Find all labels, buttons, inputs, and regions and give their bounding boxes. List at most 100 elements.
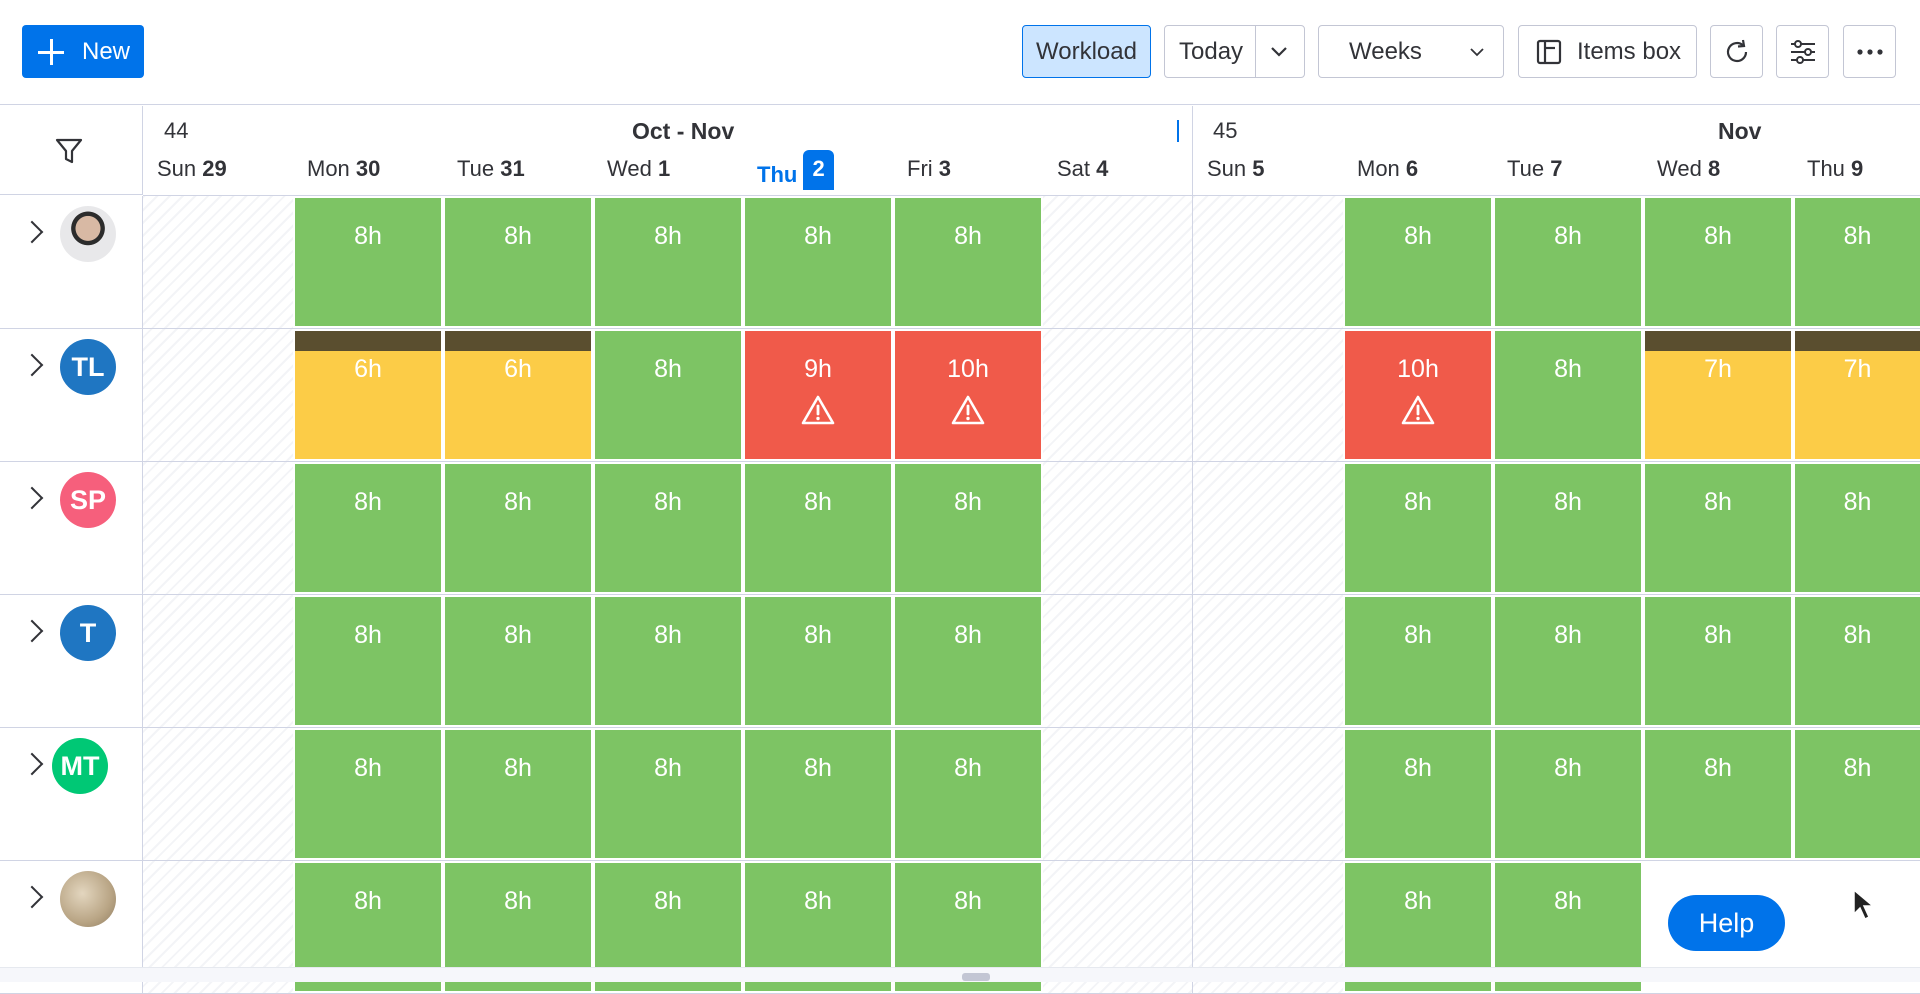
settings-button[interactable] bbox=[1776, 25, 1829, 78]
workload-cell[interactable]: 7h bbox=[1645, 331, 1791, 459]
weekend-column bbox=[143, 196, 293, 994]
workload-cell[interactable]: 8h bbox=[1345, 464, 1491, 592]
hours-value: 8h bbox=[504, 754, 532, 782]
items-box-button[interactable]: Items box bbox=[1518, 25, 1697, 78]
hours-value: 8h bbox=[1554, 621, 1582, 649]
workload-cell[interactable]: 10h bbox=[895, 331, 1041, 459]
avatar[interactable]: T bbox=[60, 605, 116, 661]
help-button[interactable]: Help bbox=[1668, 895, 1785, 951]
workload-cell[interactable]: 8h bbox=[1345, 198, 1491, 326]
chevron-right-icon[interactable] bbox=[20, 220, 44, 244]
workload-cell[interactable]: 8h bbox=[445, 730, 591, 858]
chevron-down-icon[interactable] bbox=[1267, 42, 1291, 62]
workload-cell[interactable]: 8h bbox=[1645, 464, 1791, 592]
day-header-wed-8: Wed 8 bbox=[1657, 156, 1721, 181]
workload-cell[interactable]: 8h bbox=[445, 597, 591, 725]
row-divider bbox=[143, 328, 1920, 329]
avatar[interactable]: MT bbox=[52, 738, 108, 794]
weeks-dropdown[interactable]: Weeks bbox=[1318, 25, 1504, 78]
hours-value: 8h bbox=[1404, 754, 1432, 782]
chevron-right-icon[interactable] bbox=[20, 885, 44, 909]
workload-grid: 44 Oct - Nov 45 Nov Sun 29 Mon 30 Tue 31 We… bbox=[0, 106, 1920, 994]
hours-value: 10h bbox=[1397, 355, 1439, 383]
workload-cell[interactable]: 8h bbox=[595, 730, 741, 858]
day-header-mon-30: Mon 30 bbox=[307, 156, 381, 181]
horizontal-scrollbar[interactable] bbox=[0, 967, 1920, 982]
hours-value: 8h bbox=[1843, 621, 1872, 649]
scroll-handle[interactable] bbox=[962, 973, 990, 981]
workload-cell[interactable]: 8h bbox=[895, 198, 1041, 326]
today-button[interactable]: Today bbox=[1164, 25, 1305, 78]
workload-cell[interactable]: 8h bbox=[745, 464, 891, 592]
workload-cell[interactable]: 8h bbox=[595, 597, 741, 725]
day-header-fri-3: Fri 3 bbox=[907, 156, 952, 181]
hours-value: 6h bbox=[354, 355, 382, 383]
workload-cell[interactable]: 8h bbox=[295, 597, 441, 725]
workload-cell[interactable]: 8h bbox=[1645, 597, 1791, 725]
workload-cell[interactable]: 8h bbox=[445, 464, 591, 592]
workload-cell[interactable]: 8h bbox=[295, 730, 441, 858]
workload-cell[interactable]: 9h bbox=[745, 331, 891, 459]
workload-cell[interactable]: 8h bbox=[595, 331, 741, 459]
workload-cell[interactable]: 8h bbox=[1795, 730, 1920, 858]
hours-value: 8h bbox=[354, 488, 382, 516]
workload-button[interactable]: Workload bbox=[1022, 25, 1151, 78]
chevron-right-icon[interactable] bbox=[20, 752, 44, 776]
workload-cell[interactable]: 8h bbox=[895, 464, 1041, 592]
workload-cell[interactable]: 7h bbox=[1795, 331, 1920, 459]
workload-cell[interactable]: 8h bbox=[1495, 198, 1641, 326]
workload-cell[interactable]: 8h bbox=[745, 198, 891, 326]
avatar[interactable] bbox=[60, 871, 116, 927]
more-options-button[interactable] bbox=[1843, 25, 1896, 78]
workload-cell[interactable]: 8h bbox=[445, 198, 591, 326]
new-button[interactable]: New bbox=[22, 25, 144, 78]
workload-cell[interactable]: 8h bbox=[1795, 198, 1920, 326]
workload-cell[interactable]: 8h bbox=[745, 730, 891, 858]
workload-cell[interactable]: 8h bbox=[1345, 730, 1491, 858]
row-divider bbox=[143, 594, 1920, 595]
workload-cell[interactable]: 8h bbox=[1645, 730, 1791, 858]
hours-value: 8h bbox=[654, 488, 682, 516]
chevron-down-icon bbox=[1470, 48, 1484, 57]
today-label: Today bbox=[1179, 37, 1244, 65]
workload-cell[interactable]: 8h bbox=[1495, 597, 1641, 725]
workload-cell[interactable]: 8h bbox=[1495, 730, 1641, 858]
items-box-icon bbox=[1536, 39, 1562, 64]
hours-value: 8h bbox=[654, 621, 682, 649]
workload-cell[interactable]: 8h bbox=[295, 198, 441, 326]
hours-value: 8h bbox=[654, 355, 682, 383]
avatar[interactable]: SP bbox=[60, 472, 116, 528]
avatar[interactable] bbox=[60, 206, 116, 262]
workload-cell[interactable]: 8h bbox=[295, 464, 441, 592]
refresh-button[interactable] bbox=[1710, 25, 1763, 78]
mouse-cursor-icon bbox=[1853, 888, 1876, 921]
workload-cell[interactable]: 8h bbox=[745, 597, 891, 725]
workload-cell[interactable]: 8h bbox=[1495, 331, 1641, 459]
plus-icon bbox=[38, 38, 64, 65]
chevron-right-icon[interactable] bbox=[20, 619, 44, 643]
workload-cell[interactable]: 6h bbox=[445, 331, 591, 459]
week-divider-line bbox=[1192, 106, 1193, 994]
hours-value: 8h bbox=[954, 222, 982, 250]
chevron-right-icon[interactable] bbox=[20, 353, 44, 377]
workload-cell[interactable]: 8h bbox=[595, 198, 741, 326]
hours-value: 8h bbox=[1554, 488, 1582, 516]
hours-value: 8h bbox=[354, 222, 382, 250]
hours-value: 8h bbox=[354, 621, 382, 649]
workload-cell[interactable]: 8h bbox=[895, 730, 1041, 858]
workload-cell[interactable]: 8h bbox=[895, 597, 1041, 725]
chevron-right-icon[interactable] bbox=[20, 486, 44, 510]
workload-cell[interactable]: 8h bbox=[1795, 597, 1920, 725]
hours-value: 8h bbox=[504, 222, 532, 250]
hours-value: 8h bbox=[654, 754, 682, 782]
avatar[interactable]: TL bbox=[60, 339, 116, 395]
filter-icon[interactable] bbox=[54, 136, 84, 166]
workload-cell[interactable]: 8h bbox=[1645, 198, 1791, 326]
workload-label: Workload bbox=[1036, 37, 1137, 65]
workload-cell[interactable]: 8h bbox=[1345, 597, 1491, 725]
workload-cell[interactable]: 10h bbox=[1345, 331, 1491, 459]
workload-cell[interactable]: 8h bbox=[1495, 464, 1641, 592]
workload-cell[interactable]: 6h bbox=[295, 331, 441, 459]
workload-cell[interactable]: 8h bbox=[595, 464, 741, 592]
workload-cell[interactable]: 8h bbox=[1795, 464, 1920, 592]
